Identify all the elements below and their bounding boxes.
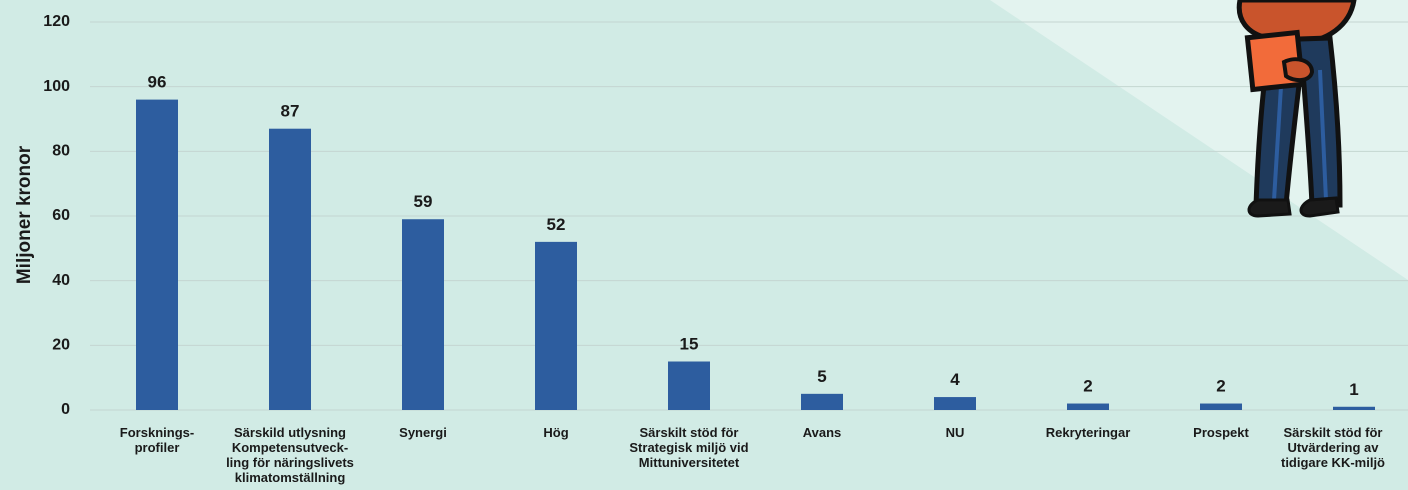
bar — [136, 99, 178, 410]
bar — [668, 361, 710, 410]
person-holding-folder-illustration — [1236, 0, 1357, 218]
bar — [1067, 403, 1109, 410]
bar — [402, 219, 444, 410]
data-labels: 96 87 59 52 15 5 4 2 2 1 — [148, 73, 1359, 399]
bar — [801, 393, 843, 410]
data-label: 5 — [817, 367, 826, 386]
x-tick-label: Särskild utlysning Kompetensutveck- ling… — [226, 425, 354, 485]
y-tick-label: 20 — [52, 337, 70, 354]
bar — [934, 397, 976, 410]
y-axis-label: Miljoner kronor — [14, 145, 35, 284]
y-tick-label: 120 — [43, 13, 70, 30]
y-tick-label: 0 — [61, 401, 70, 418]
x-tick-label: Forsknings- profiler — [119, 425, 195, 455]
y-tick-label: 40 — [52, 272, 70, 289]
data-label: 15 — [680, 335, 699, 354]
x-tick-label: Hög — [543, 425, 569, 440]
data-label: 2 — [1083, 377, 1092, 396]
data-label: 4 — [950, 370, 960, 389]
x-tick-label: Synergi — [399, 425, 447, 440]
x-tick-label: Prospekt — [1193, 425, 1249, 440]
bars — [136, 99, 1375, 410]
data-label: 1 — [1349, 380, 1358, 399]
x-tick-label: Särskilt stöd för Strategisk miljö vid M… — [629, 425, 749, 470]
data-label: 96 — [148, 73, 167, 92]
data-label: 87 — [281, 102, 300, 121]
x-tick-label: Särskilt stöd för Utvärdering av tidigar… — [1280, 425, 1385, 470]
bar — [1200, 403, 1242, 410]
data-label: 59 — [414, 192, 433, 211]
bar — [1333, 406, 1375, 410]
x-tick-label: Avans — [802, 425, 842, 440]
y-tick-label: 80 — [52, 143, 70, 160]
y-tick-label: 100 — [43, 78, 70, 95]
x-tick-label: NU — [945, 425, 965, 440]
bar — [535, 241, 577, 410]
y-tick-label: 60 — [52, 207, 70, 224]
y-axis-ticks: 0 20 40 60 80 100 120 — [43, 13, 70, 418]
data-label: 2 — [1216, 377, 1225, 396]
x-tick-label: Rekryteringar — [1045, 425, 1131, 440]
bar — [269, 128, 311, 410]
data-label: 52 — [547, 215, 566, 234]
